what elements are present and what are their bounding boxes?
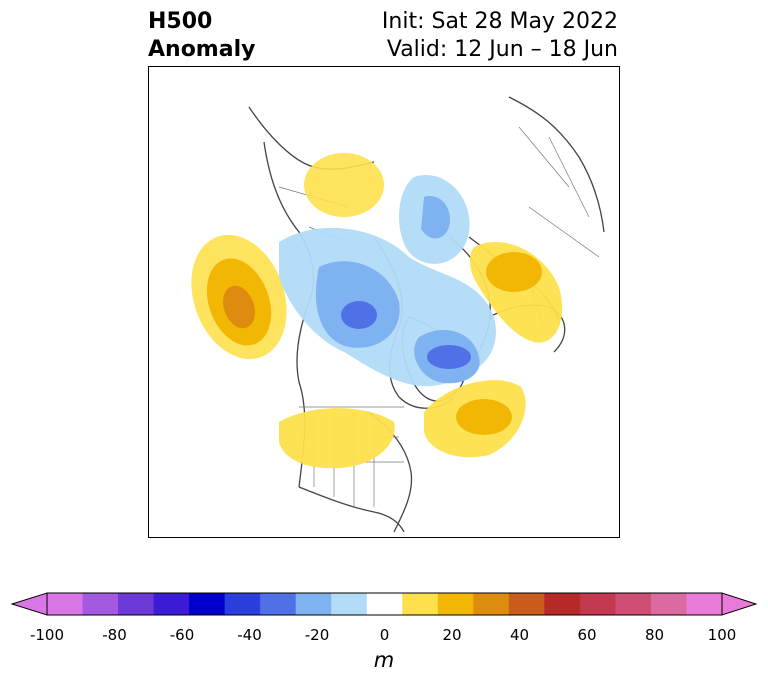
- colorbar-swatch: [153, 593, 190, 615]
- colorbar-tick-label: 60: [577, 626, 597, 644]
- colorbar-swatch: [437, 593, 474, 615]
- colorbar-swatch: [82, 593, 119, 615]
- colorbar-swatch: [579, 593, 616, 615]
- colorbar-swatch: [508, 593, 545, 615]
- colorbar-swatch: [544, 593, 581, 615]
- title-field-name: H500: [148, 9, 213, 34]
- colorbar-swatch: [295, 593, 332, 615]
- colorbar-swatch: [473, 593, 510, 615]
- colorbar-swatch: [260, 593, 297, 615]
- title-left: H500 Anomaly: [148, 8, 255, 64]
- title-right: Init: Sat 28 May 2022 Valid: 12 Jun – 18…: [382, 8, 618, 64]
- colorbar-swatch: [331, 593, 368, 615]
- colorbar-swatch: [47, 593, 84, 615]
- colorbar-tick-label: 0: [379, 626, 390, 644]
- colorbar-tick-label: -20: [304, 626, 330, 644]
- anomaly-map: [149, 96, 605, 533]
- colorbar-swatch: [189, 593, 226, 615]
- colorbar-tick-label: 40: [509, 626, 530, 644]
- title-field-type: Anomaly: [148, 37, 256, 62]
- colorbar-frame: [46, 592, 723, 616]
- colorbar-swatch: [366, 593, 403, 615]
- title-valid-range: Valid: 12 Jun – 18 Jun: [386, 37, 618, 62]
- anomaly-contours: [191, 153, 563, 469]
- colorbar-swatch: [615, 593, 652, 615]
- colorbar-swatch: [118, 593, 155, 615]
- colorbar-swatch: [650, 593, 687, 615]
- colorbar-swatch: [224, 593, 261, 615]
- colorbar: [10, 592, 758, 616]
- colorbar-tick-label: 80: [644, 626, 665, 644]
- colorbar-tick-label: 20: [442, 626, 462, 644]
- title-init-date: Init: Sat 28 May 2022: [381, 9, 618, 34]
- map-edge-mask: [149, 282, 157, 322]
- colorbar-tick-label: -60: [169, 626, 195, 644]
- colorbar-unit-label: m: [373, 648, 395, 672]
- colorbar-tick-label: -100: [29, 626, 65, 644]
- colorbar-tick-label: -40: [237, 626, 262, 644]
- colorbar-swatch: [402, 593, 439, 615]
- colorbar-extend-max: [721, 592, 758, 616]
- colorbar-tick-label: 100: [707, 626, 737, 644]
- colorbar-extend-min: [10, 592, 48, 616]
- colorbar-tick-label: -80: [102, 626, 127, 644]
- colorbar-swatch: [686, 593, 723, 615]
- map-panel: [148, 66, 620, 538]
